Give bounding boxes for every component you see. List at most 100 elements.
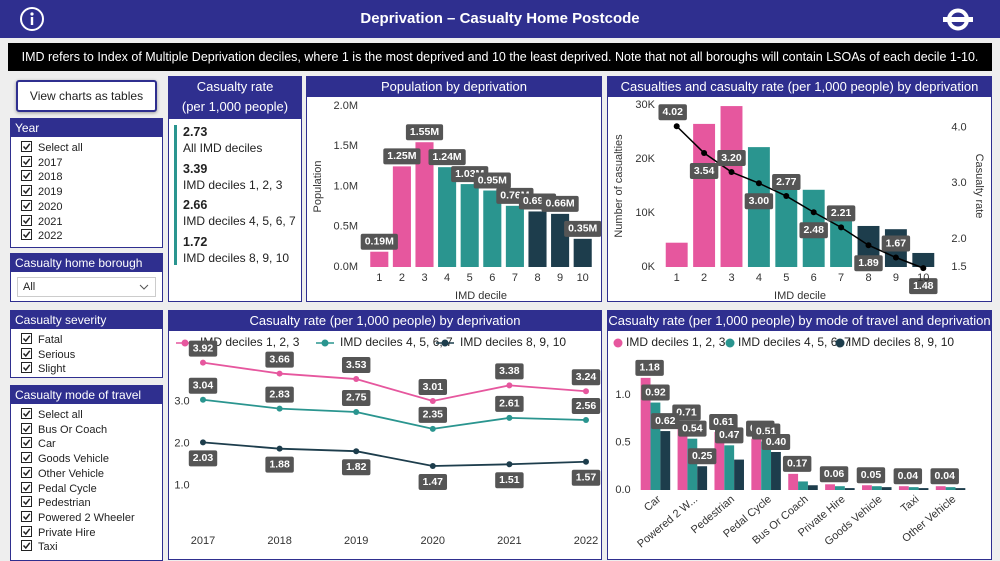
filter-item[interactable]: Serious [21,347,75,362]
filter-item[interactable]: Car [21,437,56,451]
tick-label: 2.0 [951,233,966,245]
bar [825,484,835,490]
filter-item[interactable]: Taxi [21,540,58,554]
data-label: 0.95M [478,174,507,186]
checkbox[interactable] [21,525,32,537]
data-label-box [893,468,923,485]
legend-label: IMD deciles 8, 9, 10 [460,335,566,349]
data-label: 2.61 [499,398,520,410]
checkbox[interactable] [21,452,32,464]
data-label-box [383,148,421,165]
filter-item[interactable]: Pedal Cycle [21,481,97,496]
data-label: 0.40 [766,436,787,448]
data-label: 3.00 [749,195,770,207]
filter-label: Pedestrian [38,497,91,510]
x-tick-label: 1 [376,272,382,284]
data-label: 0.66M [546,198,575,210]
data-label: 3.38 [499,365,520,377]
legend-label: IMD deciles 4, 5, 6, 7 [340,335,453,349]
filter-item[interactable]: Pedestrian [21,496,91,510]
filter-item[interactable]: 2017 [21,155,62,170]
filter-label: Fatal [38,334,63,346]
filter-item[interactable]: Bus Or Coach [21,422,107,437]
bar [697,466,708,490]
view-tables-button[interactable]: View charts as tables [16,80,157,112]
checkbox[interactable] [21,481,32,493]
data-label-group: 1.24M [428,149,466,166]
checkbox[interactable] [21,185,32,197]
bar [871,486,882,490]
info-icon[interactable] [19,6,45,32]
data-label-box [495,472,524,489]
data-label: 3.01 [423,381,444,393]
filter-item[interactable]: Slight [21,362,66,376]
checkbox[interactable] [21,540,32,552]
filter-item[interactable]: Private Hire [21,525,95,540]
data-label-group: 0.66M [541,195,579,212]
checkbox[interactable] [21,408,32,419]
data-label: 1.55M [410,126,439,138]
checkbox[interactable] [21,437,32,449]
filter-item[interactable]: 2018 [21,170,62,184]
legend-label: IMD deciles 4, 5, 6, 7 [738,335,851,349]
checkbox[interactable] [21,347,32,359]
page-title: Deprivation – Casualty Home Postcode [360,10,640,27]
kpi-header [169,77,301,119]
checkbox[interactable] [21,496,32,508]
bar [912,252,935,267]
filter-item[interactable]: Other Vehicle [21,466,104,481]
bar [830,213,853,267]
data-label-group: 1.51 [495,472,524,489]
filter-item[interactable]: 2019 [21,185,62,199]
checkbox[interactable] [21,466,32,478]
data-label: 2.56 [576,400,597,412]
filter-label: Powered 2 Wheeler [38,511,135,524]
data-label-box [658,104,687,121]
dropdown[interactable]: All [17,277,156,297]
checkbox[interactable] [21,141,32,152]
checkbox[interactable] [21,214,32,226]
checkbox[interactable] [21,362,32,374]
filter-panel: Year Select all 2017 2018 2019 2020 2021 2022 [10,118,163,248]
legend-marker [181,339,189,347]
checkbox[interactable] [21,199,32,211]
filter-item[interactable]: 2021 [21,214,62,229]
checkbox[interactable] [21,510,32,522]
bar [483,190,502,267]
legend-label: IMD deciles 8, 9, 10 [848,335,954,349]
checkbox[interactable] [21,229,32,241]
data-label-box [782,455,812,472]
bar [665,242,688,267]
data-label-box [635,359,664,376]
checkbox[interactable] [21,422,32,434]
filter-item[interactable]: 2022 [21,229,62,243]
data-label-group: 1.47 [418,473,448,490]
tick-label: 1.0M [334,180,358,192]
filter-item[interactable]: Select all [21,408,83,422]
data-label: 2.03 [193,452,214,464]
filter-item[interactable]: Select all [21,141,83,155]
line-point [728,169,735,176]
bar [844,488,855,490]
data-label-box [188,377,218,394]
checkbox[interactable] [21,333,32,344]
checkbox[interactable] [21,155,32,167]
data-label-box [265,386,294,403]
x-tick-label: 2017 [191,535,215,547]
tick-label: 10K [635,207,655,219]
y2-axis-label: Casualty rate [973,154,985,219]
data-label-group: 1.82 [341,459,371,476]
chart-panel: Casualty rate (per 1,000 people) by mode… [607,310,992,560]
bar [908,487,919,490]
filter-item[interactable]: Powered 2 Wheeler [21,510,135,525]
filter-item[interactable]: 2020 [21,199,62,214]
line-point [276,370,283,377]
header-bar: Deprivation – Casualty Home Postcode [0,0,1000,38]
filter-item[interactable]: Fatal [21,333,62,347]
data-label: 1.48 [913,280,934,292]
data-label: 2.77 [776,176,797,188]
data-label-box [405,124,444,141]
checkbox[interactable] [21,170,32,182]
filter-title: Casualty mode of travel [11,386,162,404]
filter-item[interactable]: Goods Vehicle [21,452,109,466]
